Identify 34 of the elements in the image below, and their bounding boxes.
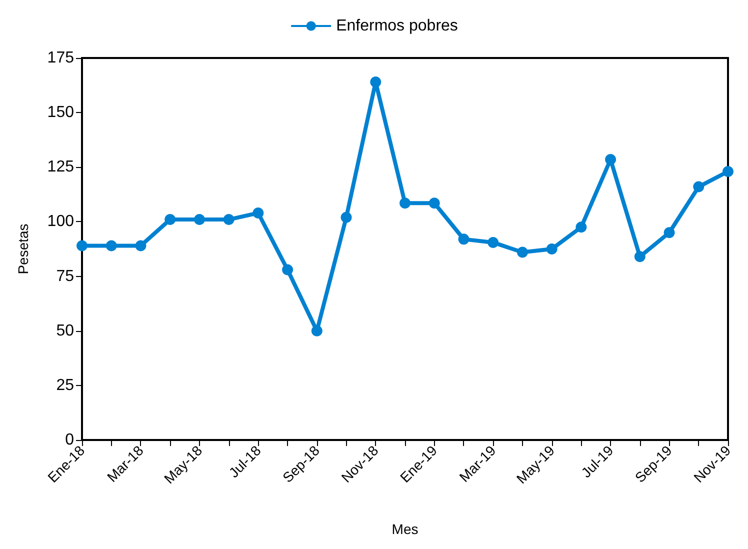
x-axis-title: Mes	[392, 521, 418, 537]
y-tick-label: 75	[56, 268, 74, 285]
point	[252, 207, 264, 218]
point	[605, 154, 616, 165]
point	[458, 234, 470, 245]
y-tick-label: 100	[47, 213, 74, 230]
y-tick-label: 175	[47, 50, 74, 66]
point	[76, 240, 88, 252]
point	[311, 325, 322, 336]
y-tick-label: 0	[65, 432, 74, 448]
y-tick-label: 125	[47, 158, 74, 176]
point	[546, 244, 558, 254]
point	[576, 222, 587, 233]
y-tick-label: 150	[47, 104, 74, 122]
point	[164, 214, 176, 226]
point	[634, 251, 646, 262]
point	[488, 236, 499, 248]
point	[722, 166, 734, 178]
point	[282, 264, 294, 276]
point	[194, 214, 205, 226]
point	[428, 198, 440, 209]
y-tick-label: 50	[56, 322, 74, 340]
point	[106, 240, 117, 252]
point	[223, 214, 234, 226]
point	[370, 76, 382, 88]
point	[693, 181, 704, 192]
point	[516, 246, 528, 258]
point	[400, 198, 410, 209]
point	[340, 212, 352, 223]
y-axis-title: Pesetas	[15, 224, 31, 274]
point	[135, 240, 146, 252]
y-tick-label: 25	[56, 376, 74, 394]
legend-label: Enfermos pobres	[336, 18, 458, 34]
point	[664, 227, 675, 238]
